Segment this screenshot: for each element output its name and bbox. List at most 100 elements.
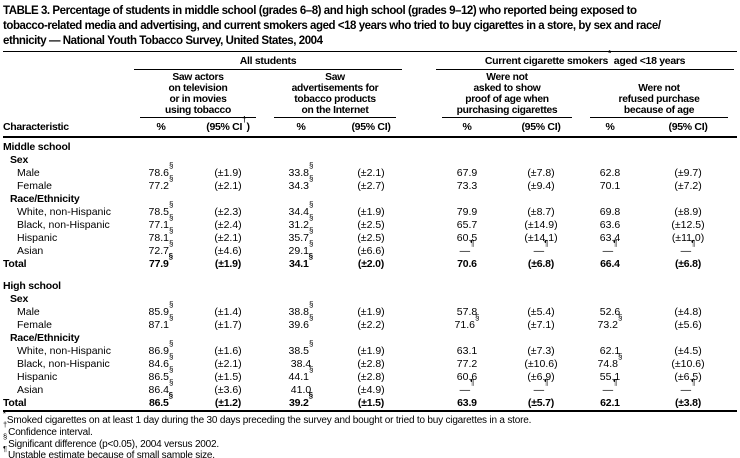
value-cell: 34.3§ <box>288 174 314 193</box>
value-cell: 77.2§ <box>148 174 174 193</box>
value-cell: —¶ <box>680 239 696 258</box>
footnote-marker: § <box>168 365 174 374</box>
value-cell: (±2.1) <box>214 180 242 192</box>
row-label: Race/Ethnicity <box>10 193 80 205</box>
value-cell: (±8.9) <box>674 206 702 218</box>
value-cell: (±7.3) <box>527 345 555 357</box>
spanner-current-smokers: Current cigarette smokers* aged <18 year… <box>433 50 737 70</box>
footnote-marker: § <box>308 161 314 170</box>
footnote-marker: § <box>308 300 314 309</box>
value-cell: 63.1 <box>456 345 478 357</box>
row-label: Black, non-Hispanic <box>17 219 110 231</box>
value-cell: (±2.0) <box>357 258 385 270</box>
value-cell: —¶ <box>459 239 475 258</box>
footnote-marker: § <box>308 200 314 209</box>
value-cell: (±11.0) <box>671 232 705 244</box>
footnote-marker: ¶ <box>3 444 8 454</box>
footnote-marker: * <box>3 408 6 418</box>
value-cell: (±1.9) <box>357 345 385 357</box>
percent-header: % <box>581 118 639 138</box>
row-label: Hispanic <box>17 232 58 244</box>
value-cell: (±3.8) <box>674 397 702 409</box>
value-cell: (±2.2) <box>357 319 385 331</box>
row-label: Asian <box>17 245 44 257</box>
table-row: White, non-Hispanic 78.5§ (±2.3) 34.4§ (±1.9… <box>3 201 737 219</box>
footnote-marker: § <box>617 313 623 322</box>
row-label: White, non-Hispanic <box>17 345 111 357</box>
spanner-label: All students <box>239 55 297 67</box>
value-cell: (±6.5) <box>674 371 702 383</box>
column-gap <box>405 371 433 384</box>
row-label: Male <box>17 167 40 179</box>
value-cell: (±1.6) <box>214 345 242 357</box>
row-label: Sex <box>10 293 29 305</box>
value-cell: 86.5§ <box>148 365 174 384</box>
value-cell: (±1.2) <box>214 397 242 409</box>
characteristic-header: Characteristic <box>3 118 131 138</box>
value-cell: (±3.6) <box>214 384 242 396</box>
footnote-marker: § <box>308 213 314 222</box>
value-cell: 41.0 <box>290 384 312 396</box>
value-cell: (±5.4) <box>527 306 555 318</box>
value-cell: (±1.5) <box>357 397 385 409</box>
subheader-row: Saw actors on television or in movies us… <box>3 70 737 118</box>
value-cell: (±14.9) <box>524 219 558 231</box>
footnote-marker: § <box>308 313 314 322</box>
column-gap <box>405 70 433 118</box>
table-row: Black, non-Hispanic 77.1§ (±2.4) 31.2§ (±2.5… <box>3 214 737 232</box>
column-gap <box>405 118 433 138</box>
value-cell: (±2.1) <box>357 167 385 179</box>
value-cell: (±10.6) <box>524 358 558 370</box>
value-cell: 34.1§ <box>288 252 314 271</box>
footnote-marker: § <box>308 391 314 400</box>
value-cell: (±2.3) <box>214 206 242 218</box>
value-cell: 67.9 <box>456 167 478 179</box>
value-cell: 73.3 <box>456 180 478 192</box>
column-gap <box>405 245 433 258</box>
table-row: Black, non-Hispanic 84.6§ (±2.1) 38.4 (±2.8)… <box>3 352 737 371</box>
value-cell: 73.2§ <box>597 313 623 332</box>
table-row: Hispanic 78.1§ (±2.1) 35.7§ (±2.5) 60.5 (±14.1… <box>3 227 737 245</box>
subheader-not-asked-proof: Were not asked to show proof of age when… <box>433 70 581 118</box>
value-cell: 74.8§ <box>597 352 623 371</box>
footnote: ¶Unstable estimate because of small samp… <box>3 444 215 458</box>
footnote: *Smoked cigarettes on at least 1 day dur… <box>3 408 532 426</box>
column-gap <box>405 180 433 193</box>
data-table: All students Current cigarette smokers* … <box>3 50 738 412</box>
column-gap <box>405 206 433 219</box>
subheader-saw-advertisements: Saw advertisements for tobacco products … <box>265 70 405 118</box>
row-label: Sex <box>10 154 29 166</box>
value-cell: (±1.9) <box>214 167 242 179</box>
ci-header: (95% CI) <box>639 118 738 138</box>
spanner-row: All students Current cigarette smokers* … <box>3 50 737 70</box>
footnote-marker: § <box>308 239 314 248</box>
value-cell: 66.4 <box>600 258 620 270</box>
value-cell: 86.5§ <box>148 391 174 410</box>
value-cell: 62.1 <box>600 397 620 409</box>
footnote-marker: § <box>308 252 314 261</box>
footnote-marker: § <box>168 391 174 400</box>
empty-cell <box>3 70 131 118</box>
row-label: Female <box>17 180 53 192</box>
column-gap <box>405 232 433 245</box>
value-cell: 38.4 <box>290 358 312 370</box>
value-cell: (±8.7) <box>527 206 555 218</box>
footnote-marker: § <box>168 339 174 348</box>
value-cell: —¶ <box>533 239 549 258</box>
table-row: Male 78.6§ (±1.9) 33.8§ (±2.1) 67.9 (±7.8) 62.8… <box>3 162 737 180</box>
row-label: Race/Ethnicity <box>10 332 80 344</box>
value-cell: 79.9 <box>456 206 478 218</box>
table-row: Race/Ethnicity <box>3 193 737 206</box>
value-cell: 52.6 <box>599 306 621 318</box>
spanner-all-students: All students <box>131 53 405 70</box>
percent-header: % <box>265 118 337 138</box>
value-cell: (±7.1) <box>527 319 555 331</box>
value-cell: (±6.6) <box>357 245 385 257</box>
column-gap <box>405 167 433 180</box>
footnote-marker: † <box>3 420 8 430</box>
column-gap <box>405 219 433 232</box>
table-row: High school <box>3 271 737 293</box>
column-gap <box>405 397 433 411</box>
footnote-marker: § <box>168 378 174 387</box>
value-cell: 63.4 <box>599 232 621 244</box>
